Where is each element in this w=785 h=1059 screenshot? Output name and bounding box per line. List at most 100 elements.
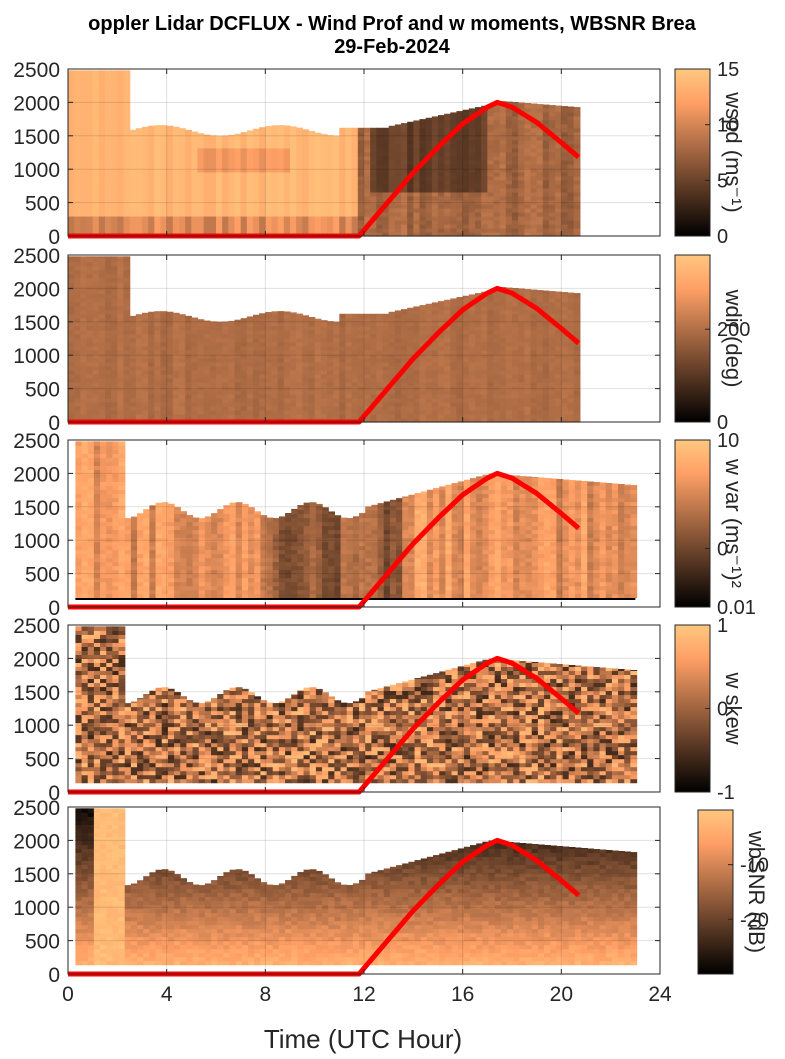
heatmap-cell — [111, 313, 118, 319]
heatmap-cell — [357, 333, 365, 339]
heatmap-cell — [536, 301, 544, 307]
heatmap-cell — [302, 361, 310, 367]
heatmap-cell — [333, 203, 340, 209]
heatmap-cell — [197, 413, 205, 419]
heatmap-cell — [302, 183, 310, 189]
heatmap-cell — [561, 131, 569, 137]
heatmap-cell — [148, 215, 155, 221]
heatmap-cell — [468, 345, 476, 351]
heatmap-cell — [209, 321, 217, 327]
heatmap-cell — [191, 405, 199, 411]
heatmap-cell — [228, 349, 236, 355]
heatmap-cell — [493, 155, 501, 161]
heatmap-cell — [277, 413, 285, 419]
heatmap-cell — [117, 139, 125, 145]
heatmap-cell — [549, 187, 556, 193]
heatmap-cell — [573, 227, 581, 233]
heatmap-cell — [253, 175, 260, 181]
heatmap-cell — [259, 175, 266, 181]
heatmap-cell — [160, 357, 168, 363]
heatmap-cell — [111, 365, 118, 371]
heatmap-cell — [456, 389, 464, 395]
heatmap-cell — [536, 151, 544, 157]
heatmap-cell — [468, 159, 476, 165]
heatmap-cell — [542, 369, 550, 375]
heatmap-cell — [253, 329, 260, 335]
heatmap-cell — [450, 381, 458, 387]
heatmap-cell — [129, 349, 137, 355]
heatmap-cell — [505, 123, 513, 129]
heatmap-cell — [388, 401, 396, 407]
heatmap-cell — [172, 353, 180, 359]
heatmap-cell — [277, 401, 285, 407]
heatmap-cell — [234, 227, 242, 233]
heatmap-cell — [86, 289, 94, 295]
heatmap-cell — [487, 385, 495, 391]
heatmap-cell — [345, 191, 353, 197]
heatmap-cell — [302, 211, 310, 217]
heatmap-cell — [431, 199, 439, 205]
heatmap-cell — [505, 175, 513, 181]
heatmap-cell — [401, 175, 408, 181]
heatmap-cell — [253, 345, 260, 351]
heatmap-cell — [265, 139, 273, 145]
heatmap-cell — [283, 191, 291, 197]
heatmap-cell — [425, 409, 433, 415]
heatmap-cell — [290, 405, 297, 411]
heatmap-cell — [536, 293, 544, 299]
heatmap-cell — [388, 325, 396, 331]
heatmap-cell — [351, 413, 359, 419]
heatmap-cell — [431, 183, 439, 189]
heatmap-cell — [382, 207, 390, 213]
heatmap-cell — [179, 401, 186, 407]
heatmap-cell — [314, 409, 322, 415]
heatmap-cell — [555, 147, 562, 153]
heatmap-cell — [419, 317, 427, 323]
heatmap-cell — [499, 377, 507, 383]
heatmap-cell — [481, 405, 488, 411]
heatmap-cell — [80, 135, 88, 141]
heatmap-cell — [567, 199, 575, 205]
heatmap-cell — [555, 167, 562, 173]
heatmap-cell — [209, 151, 217, 157]
heatmap-cell — [160, 199, 168, 205]
heatmap-cell — [456, 159, 464, 165]
heatmap-cell — [524, 401, 532, 407]
heatmap-cell — [240, 365, 248, 371]
heatmap-cell — [265, 361, 273, 367]
heatmap-cell — [450, 191, 458, 197]
heatmap-cell — [135, 187, 143, 193]
heatmap-cell — [320, 227, 328, 233]
heatmap-cell — [253, 393, 260, 399]
heatmap-cell — [203, 333, 211, 339]
heatmap-cell — [536, 111, 544, 117]
heatmap-cell — [111, 159, 118, 165]
heatmap-cell — [253, 405, 260, 411]
heatmap-cell — [74, 357, 81, 363]
heatmap-cell — [172, 333, 180, 339]
heatmap-cell — [92, 261, 100, 267]
heatmap-cell — [327, 389, 334, 395]
heatmap-cell — [259, 377, 266, 383]
heatmap-cell — [512, 123, 519, 129]
heatmap-cell — [86, 345, 94, 351]
heatmap-cell — [172, 159, 180, 165]
heatmap-cell — [80, 143, 88, 149]
heatmap-cell — [567, 211, 575, 217]
heatmap-cell — [493, 191, 501, 197]
heatmap-cell — [518, 369, 525, 375]
heatmap-cell — [401, 381, 408, 387]
heatmap-cell — [364, 179, 371, 185]
heatmap-cell — [191, 389, 199, 395]
heatmap-cell — [512, 215, 519, 221]
heatmap-cell — [185, 361, 192, 367]
heatmap-cell — [327, 135, 334, 141]
heatmap-cell — [166, 203, 174, 209]
heatmap-cell — [388, 349, 396, 355]
heatmap-cell — [111, 309, 118, 315]
heatmap-cell — [277, 385, 285, 391]
heatmap-cell — [80, 131, 88, 137]
heatmap-cell — [105, 183, 112, 189]
heatmap-cell — [222, 393, 229, 399]
heatmap-cell — [234, 341, 242, 347]
